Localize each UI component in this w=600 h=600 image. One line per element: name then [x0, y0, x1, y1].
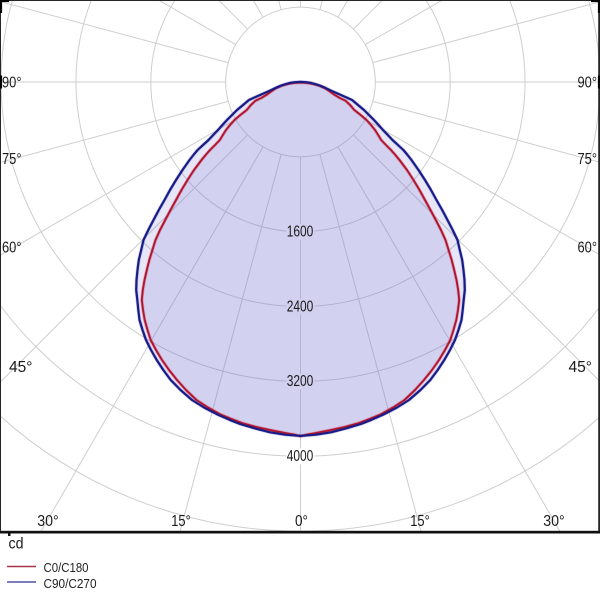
- svg-text:3200: 3200: [287, 373, 314, 390]
- svg-text:90°: 90°: [2, 75, 22, 92]
- svg-text:45°: 45°: [9, 359, 33, 376]
- svg-text:2400: 2400: [287, 298, 314, 315]
- svg-text:90°: 90°: [578, 75, 598, 92]
- svg-text:C0/C180: C0/C180: [44, 560, 89, 575]
- svg-text:C90/C270: C90/C270: [44, 576, 97, 591]
- svg-text:30°: 30°: [37, 513, 59, 530]
- svg-text:30°: 30°: [543, 513, 565, 530]
- svg-text:45°: 45°: [569, 359, 593, 376]
- svg-text:15°: 15°: [171, 513, 191, 530]
- svg-text:60°: 60°: [578, 240, 598, 257]
- svg-text:15°: 15°: [410, 513, 430, 530]
- svg-text:75°: 75°: [2, 151, 22, 168]
- svg-text:cd: cd: [9, 535, 24, 552]
- svg-text:60°: 60°: [2, 240, 22, 257]
- svg-text:75°: 75°: [578, 151, 598, 168]
- svg-text:0°: 0°: [295, 513, 308, 530]
- svg-text:4000: 4000: [287, 448, 314, 465]
- svg-text:1600: 1600: [287, 224, 314, 241]
